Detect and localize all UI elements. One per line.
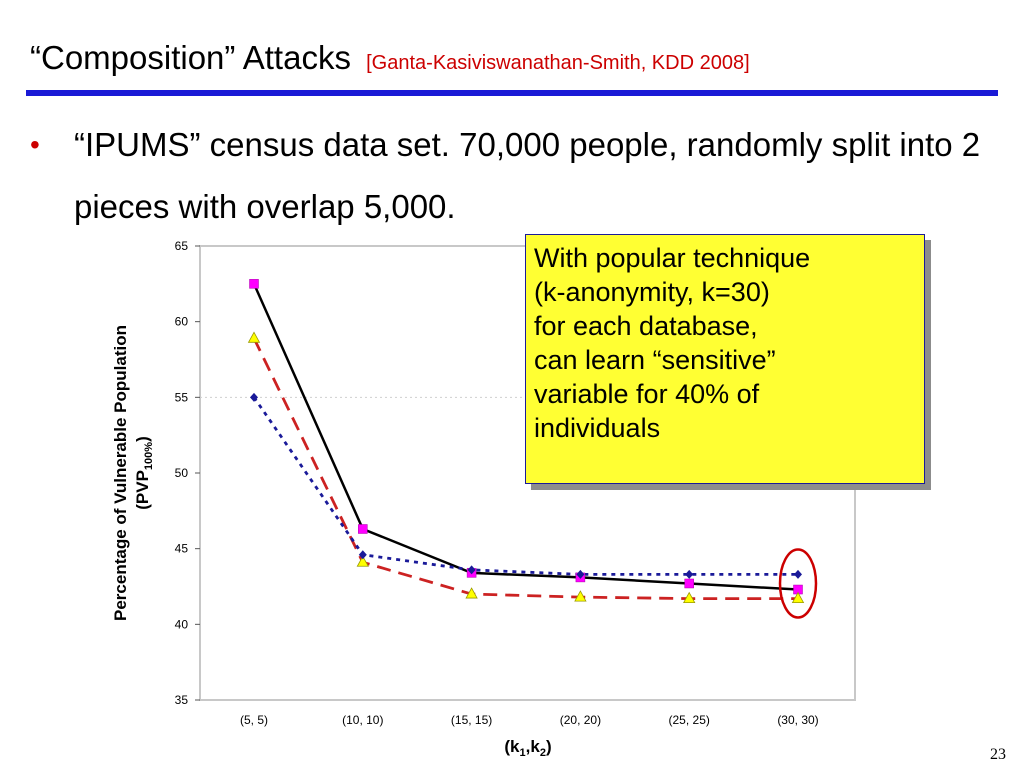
data-point xyxy=(683,591,696,604)
data-point xyxy=(684,578,694,589)
y-tick-label: 35 xyxy=(175,693,189,707)
callout-box: With popular technique (k-anonymity, k=3… xyxy=(525,234,925,484)
y-tick-label: 45 xyxy=(175,542,189,556)
bullet-marker: • xyxy=(30,129,40,160)
data-point xyxy=(356,555,369,567)
x-tick-label: (5, 5) xyxy=(240,713,268,727)
data-point xyxy=(249,279,259,289)
data-point xyxy=(794,569,802,579)
y-tick-label: 50 xyxy=(175,466,189,480)
callout-line: can learn “sensitive” xyxy=(534,345,776,375)
y-tick-label: 40 xyxy=(175,617,189,631)
data-point xyxy=(685,569,694,579)
x-tick-label: (10, 10) xyxy=(342,713,383,727)
callout-line: With popular technique xyxy=(534,243,811,273)
title-main: “Composition” Attacks xyxy=(30,39,351,76)
highlight-ellipse xyxy=(778,548,818,619)
data-point xyxy=(465,587,478,599)
data-point xyxy=(247,331,261,343)
data-point xyxy=(250,392,258,402)
x-tick-label: (15, 15) xyxy=(451,713,492,727)
x-tick-label: (25, 25) xyxy=(669,713,710,727)
callout-line: variable for 40% of xyxy=(534,379,760,409)
chart-series xyxy=(247,279,818,619)
y-axis-title: Percentage of Vulnerable Population xyxy=(111,325,130,621)
x-tick-label: (30, 30) xyxy=(777,713,818,727)
bullet-point: • “IPUMS” census data set. 70,000 people… xyxy=(30,114,990,238)
slide-title: “Composition” Attacks [Ganta-Kasiviswana… xyxy=(30,38,750,83)
callout-line: individuals xyxy=(534,413,661,443)
chart-labels: 35 40 45 50 55 60 65 (5, 5) (10, 10) (15, 15) (20,… xyxy=(111,239,819,759)
data-point xyxy=(358,524,368,534)
title-citation: [Ganta-Kasiviswanathan-Smith, KDD 2008] xyxy=(366,52,750,74)
series-line xyxy=(252,283,799,591)
y-tick-label: 60 xyxy=(175,315,189,329)
x-tick-label: (20, 20) xyxy=(560,713,601,727)
y-tick-label: 65 xyxy=(175,239,189,253)
title-rule xyxy=(26,90,998,96)
data-point xyxy=(791,591,805,604)
y-tick-label: 55 xyxy=(175,390,189,404)
callout-line: for each database, xyxy=(534,311,758,341)
data-point xyxy=(576,569,585,579)
x-axis-title: (k1,k2) xyxy=(504,737,551,759)
callout-line: (k-anonymity, k=30) xyxy=(534,277,770,307)
data-point xyxy=(574,590,587,602)
data-point xyxy=(358,550,367,560)
bullet-text: “IPUMS” census data set. 70,000 people, … xyxy=(74,126,981,225)
y-axis-title-unit: (PVP100%) xyxy=(133,436,155,510)
page-number: 23 xyxy=(990,746,1006,763)
series-line xyxy=(252,337,798,601)
data-point xyxy=(467,565,476,575)
